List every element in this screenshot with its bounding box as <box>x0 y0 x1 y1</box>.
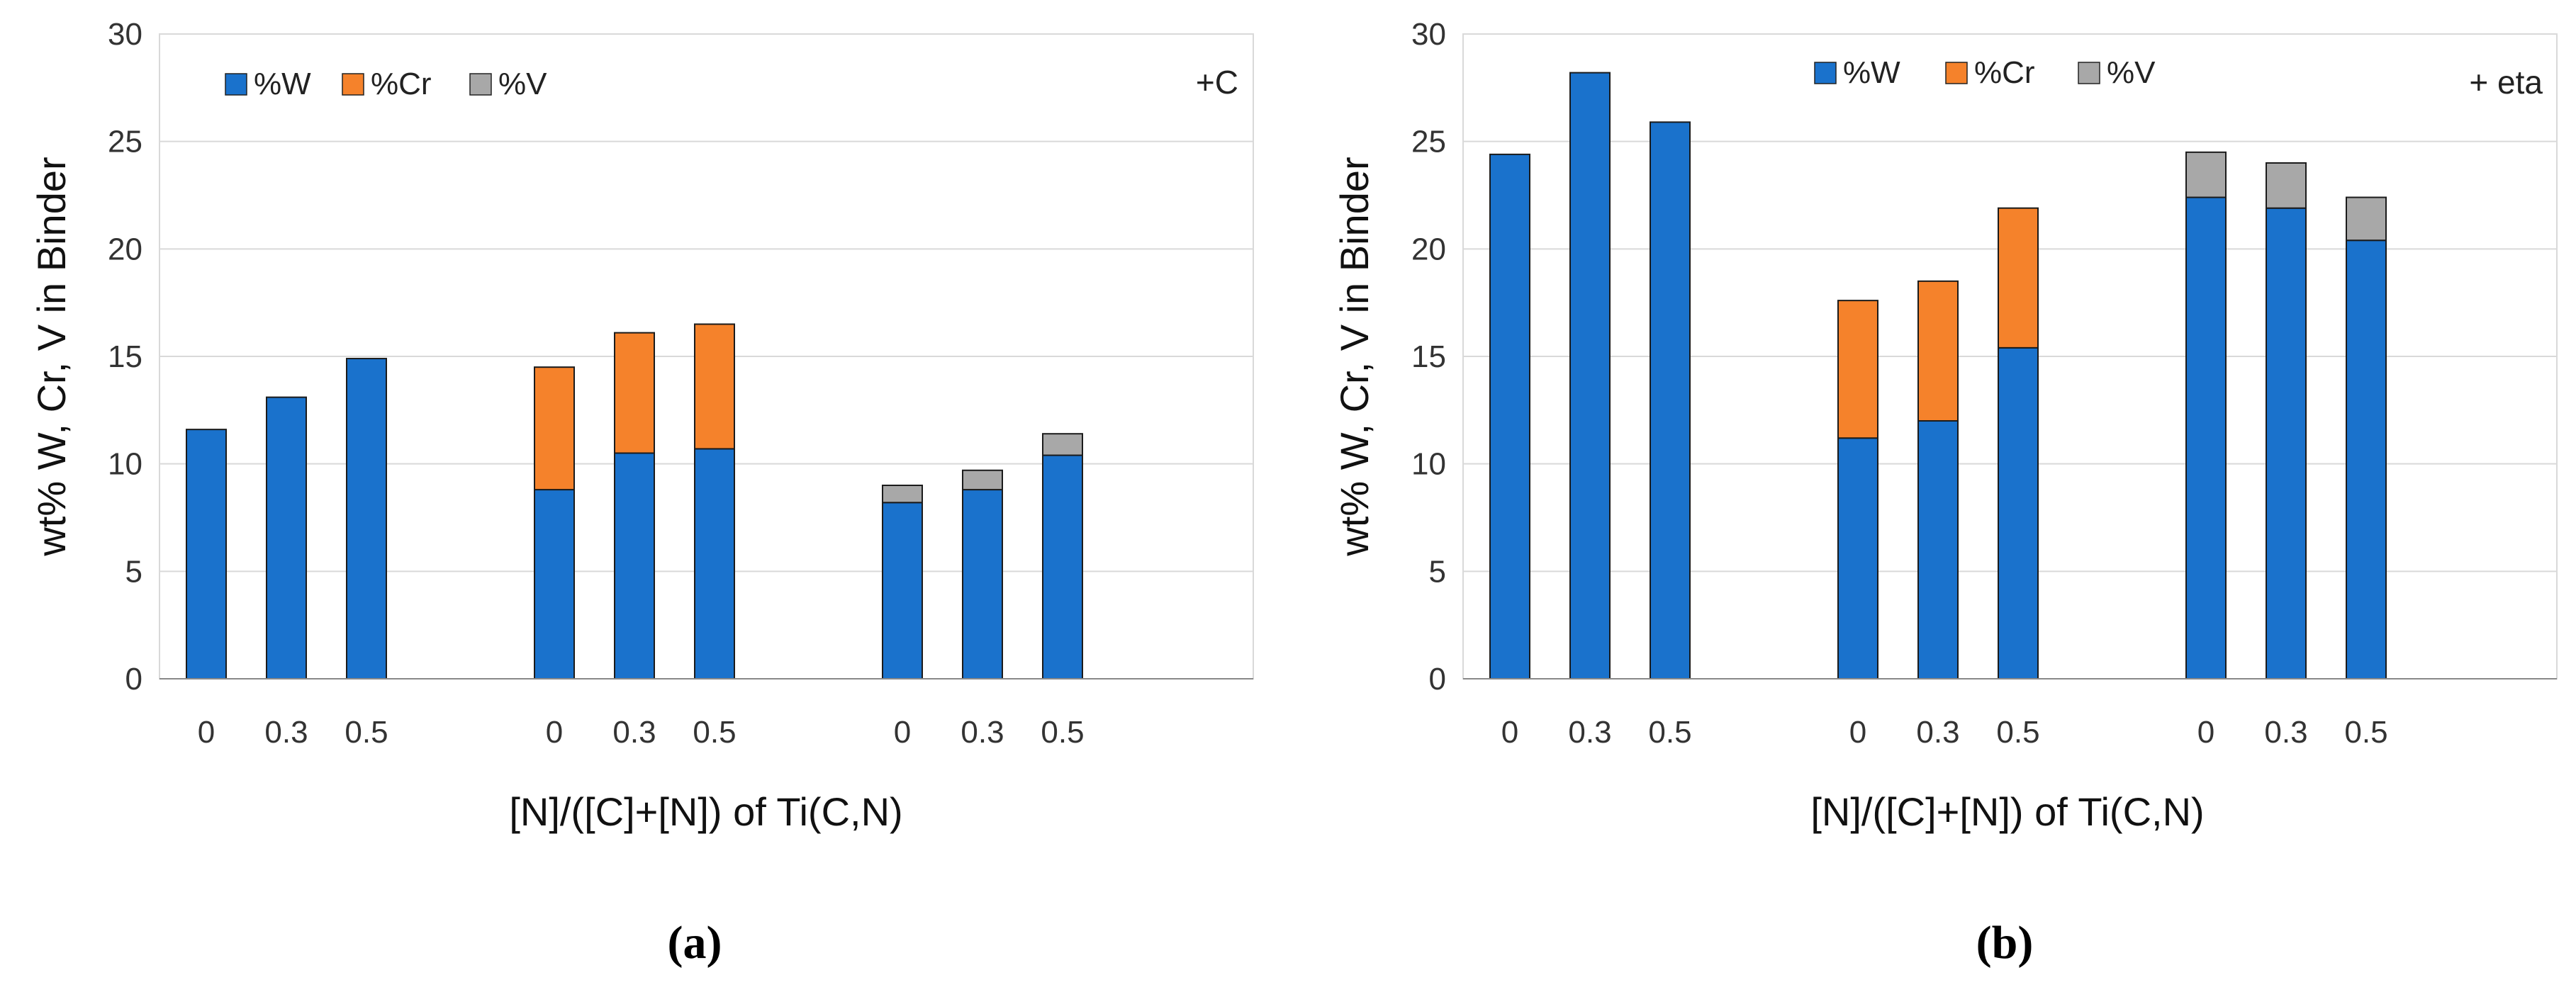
y-tick-label: 30 <box>108 17 142 52</box>
y-tick-label: 0 <box>125 662 142 696</box>
bar-segment-w <box>1917 420 1959 679</box>
chart-b: 0 5 10 15 20 25 30 0 0.3 0.5 0 0.3 0.5 0 0.3 0.5 wt% W… <box>1332 17 2558 969</box>
bar-segment-w <box>266 396 307 680</box>
bar-segment-v <box>1042 433 1083 456</box>
legend-label-cr-a: %Cr <box>371 67 432 101</box>
y-tick-label: 15 <box>108 339 142 374</box>
y-axis-title-a: wt% W, Cr, V in Binder <box>29 157 74 556</box>
chart-a: 0 5 10 15 20 25 30 0 0.3 0.5 0 0.3 0.5 0 0.3 0.5 wt% W… <box>29 17 1254 969</box>
bar-segment-v <box>882 485 923 504</box>
legend-a: %W %Cr %V <box>225 67 547 101</box>
legend-label-v-b: %V <box>2107 55 2156 90</box>
bar-segment-w <box>534 489 575 679</box>
bar-segment-w <box>1569 72 1611 680</box>
x-tick-label: 0.3 <box>2264 715 2307 750</box>
bar-segment-v <box>2266 162 2307 209</box>
x-axis-title-b: [N]/([C]+[N]) of Ti(C,N) <box>1810 789 2204 834</box>
y-tick-label: 15 <box>1411 339 1446 374</box>
bar-segment-cr <box>614 332 655 454</box>
x-tick-label: 0.5 <box>2344 715 2387 750</box>
x-tick-label: 0.3 <box>1568 715 1611 750</box>
x-tick-label: 0 <box>1501 715 1518 750</box>
bars-a <box>186 323 1083 680</box>
bar-segment-w <box>694 448 735 680</box>
legend-swatch-cr-a <box>342 73 364 96</box>
y-tick-labels-a: 0 5 10 15 20 25 30 <box>108 17 142 696</box>
y-tick-label: 10 <box>1411 447 1446 482</box>
bar-segment-w <box>186 429 227 680</box>
legend-swatch-w-a <box>225 73 247 96</box>
legend-swatch-w-b <box>1814 62 1837 84</box>
y-tick-label: 20 <box>108 232 142 266</box>
annotation-b: + eta <box>2469 64 2543 101</box>
y-tick-label: 10 <box>108 447 142 482</box>
x-tick-label: 0.5 <box>1648 715 1691 750</box>
x-tick-label: 0 <box>198 715 215 750</box>
legend-swatch-cr-b <box>1945 62 1968 84</box>
panel-label-b: (b) <box>1976 917 2034 969</box>
bar-segment-w <box>962 489 1003 679</box>
bar-segment-cr <box>1917 280 1959 422</box>
x-tick-label: 0.5 <box>1996 715 2039 750</box>
bar-segment-v <box>962 469 1003 491</box>
annotation-a: +C <box>1196 64 1238 101</box>
bar-segment-v <box>2346 196 2387 242</box>
x-tick-label: 0 <box>1849 715 1866 750</box>
legend-label-v-a: %V <box>498 67 547 101</box>
x-axis-title-a: [N]/([C]+[N]) of Ti(C,N) <box>509 789 902 834</box>
bar-segment-w <box>1998 346 2039 679</box>
x-tick-label: 0 <box>894 715 911 750</box>
x-tick-label: 0.3 <box>264 715 308 750</box>
y-tick-label: 25 <box>1411 125 1446 159</box>
bar-segment-w <box>346 358 387 679</box>
x-tick-label: 0.5 <box>1041 715 1084 750</box>
bar-segment-cr <box>1837 300 1878 439</box>
y-tick-label: 5 <box>125 554 142 589</box>
legend-swatch-v-b <box>2078 62 2100 84</box>
y-tick-label: 5 <box>1429 554 1446 589</box>
bar-segment-w <box>1650 121 1691 680</box>
x-tick-label: 0 <box>2197 715 2214 750</box>
y-tick-label: 0 <box>1429 662 1446 696</box>
bar-segment-v <box>2185 151 2227 198</box>
legend-label-w-b: %W <box>1843 55 1900 90</box>
bar-segment-w <box>2266 207 2307 679</box>
x-tick-label: 0.3 <box>1916 715 1959 750</box>
bar-segment-cr <box>534 366 575 491</box>
x-tick-label: 0.3 <box>612 715 656 750</box>
y-tick-label: 20 <box>1411 232 1446 266</box>
y-tick-labels-b: 0 5 10 15 20 25 30 <box>1411 17 1446 696</box>
x-tick-labels-b: 0 0.3 0.5 0 0.3 0.5 0 0.3 0.5 <box>1501 715 2388 750</box>
legend-b: %W %Cr %V <box>1814 55 2156 90</box>
panel-label-a: (a) <box>668 917 722 969</box>
bar-segment-w <box>2185 196 2227 679</box>
x-tick-label: 0 <box>546 715 563 750</box>
y-tick-label: 30 <box>1411 17 1446 52</box>
legend-swatch-v-a <box>469 73 492 96</box>
legend-label-w-a: %W <box>254 67 311 101</box>
bar-segment-w <box>1489 153 1530 680</box>
bar-segment-cr <box>1998 207 2039 349</box>
x-tick-label: 0.3 <box>961 715 1004 750</box>
bar-segment-w <box>882 502 923 679</box>
bar-segment-w <box>1042 454 1083 679</box>
y-tick-label: 25 <box>108 125 142 159</box>
bar-segment-w <box>614 452 655 679</box>
x-tick-label: 0.5 <box>345 715 388 750</box>
bar-segment-w <box>1837 437 1878 679</box>
bar-segment-w <box>2346 239 2387 679</box>
legend-label-cr-b: %Cr <box>1974 55 2035 90</box>
x-tick-labels-a: 0 0.3 0.5 0 0.3 0.5 0 0.3 0.5 <box>198 715 1085 750</box>
x-tick-label: 0.5 <box>693 715 736 750</box>
y-axis-title-b: wt% W, Cr, V in Binder <box>1332 157 1377 556</box>
bar-segment-cr <box>694 323 735 450</box>
